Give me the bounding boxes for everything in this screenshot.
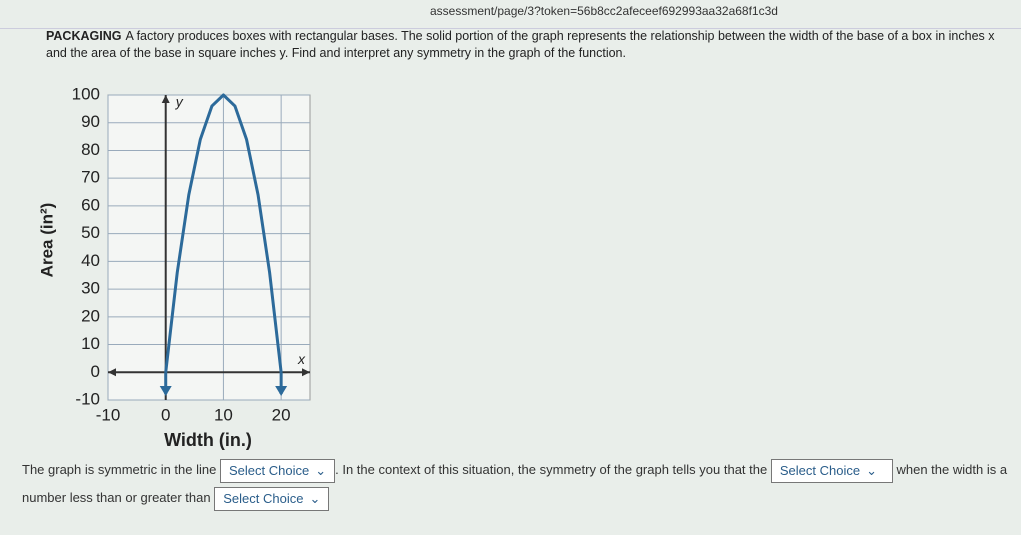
x-tick-label: 10	[214, 405, 233, 424]
prompt-text: The graph is symmetric in the line	[22, 462, 217, 477]
curve-arrow	[159, 386, 172, 396]
y-tick-label: 10	[81, 334, 100, 353]
x-axis-letter: x	[297, 351, 306, 367]
y-tick-label: 40	[81, 251, 100, 270]
x-tick-label: -10	[96, 405, 121, 424]
y-axis-letter: y	[175, 94, 184, 110]
y-tick-label: 0	[91, 362, 100, 381]
prompt-text: when the width is a number less than or …	[22, 462, 1008, 505]
prompt: The graph is symmetric in the line Selec…	[22, 456, 1017, 512]
y-tick-label: 20	[81, 306, 100, 325]
curve	[164, 93, 283, 373]
y-tick-label: 50	[81, 223, 100, 242]
select[interactable]: Select Choice	[214, 486, 330, 511]
select[interactable]: Select Choice	[770, 458, 893, 483]
x-axis-label: Width (in.)	[164, 430, 252, 450]
problem-text: A factory produces boxes with rectangula…	[46, 29, 995, 60]
y-tick-label: 60	[81, 195, 100, 214]
y-tick-label: 90	[81, 112, 100, 131]
curve-arrow	[275, 386, 288, 396]
y-tick-label: 30	[81, 279, 100, 298]
problem: PACKAGING A factory produces boxes with r…	[46, 28, 996, 62]
select[interactable]: Select Choice	[219, 458, 336, 483]
y-tick-label: 100	[72, 84, 100, 103]
x-tick-label: 0	[161, 405, 170, 424]
y-tick-label: 70	[81, 168, 100, 187]
x-tick-label: 20	[272, 405, 291, 424]
prompt-text: . In the context of this situation, the …	[335, 462, 768, 477]
url: assessment/page/3?token=56b8cc2afeceef69…	[430, 4, 778, 18]
address-bar	[0, 0, 1021, 29]
y-axis-label: Area (in²)	[37, 203, 56, 278]
y-tick-label: 80	[81, 140, 100, 159]
y-tick-label: -10	[75, 389, 100, 408]
problem-label: PACKAGING	[46, 29, 122, 43]
